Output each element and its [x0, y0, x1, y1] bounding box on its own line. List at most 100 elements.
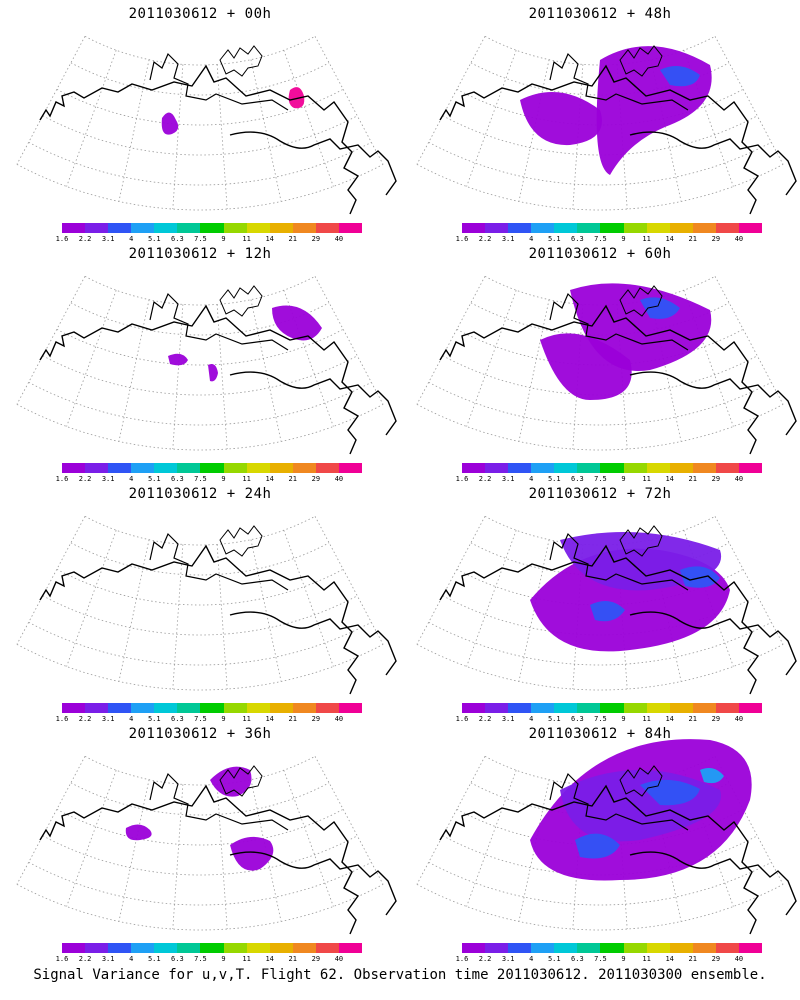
colorbar-swatch [738, 703, 763, 713]
colorbar-swatch [177, 943, 201, 953]
colorbar-tick-label: 14 [665, 475, 674, 483]
colorbar-swatch [85, 703, 109, 713]
colorbar-tick-label: 21 [688, 715, 697, 723]
colorbar-swatch [531, 703, 555, 713]
colorbar-swatch [108, 223, 132, 233]
colorbar-tick-label: 1.6 [455, 235, 469, 243]
colorbar-swatch [85, 223, 109, 233]
colorbar-swatch [692, 703, 717, 713]
colorbar-tick-label: 7.5 [194, 475, 207, 483]
colorbar-tick-label: 29 [711, 235, 721, 243]
colorbar-tick-label: 2.2 [78, 475, 92, 483]
colorbar-tick-label: 29 [711, 715, 721, 723]
colorbar-tick-label: 40 [734, 955, 744, 963]
colorbar-tick-label: 9 [221, 715, 226, 723]
colorbar-swatch [292, 463, 317, 473]
colorbar-tick-label: 14 [265, 475, 274, 483]
colorbar-swatch [738, 463, 763, 473]
map-panel: 2011030612 + 84h 1.6 2.2 3.1 4 5.1 6.3 7.5 9 11 14… [400, 720, 800, 963]
colorbar-tick-label: 6.3 [571, 715, 584, 723]
projection-map [416, 739, 797, 935]
colorbar-swatch [554, 943, 578, 953]
colorbar-tick-label: 2.2 [478, 955, 492, 963]
colorbar-tick-label: 11 [642, 475, 651, 483]
colorbar-swatch [85, 943, 109, 953]
projection-map [16, 515, 397, 695]
colorbar-swatch [223, 223, 248, 233]
colorbar-swatch [623, 463, 648, 473]
colorbar-tick-label: 4 [129, 475, 134, 483]
panel-title: 2011030612 + 12h [128, 246, 272, 262]
colorbar [462, 703, 763, 713]
colorbar-tick-label: 7.5 [594, 715, 607, 723]
colorbar-tick-label: 1.6 [55, 475, 69, 483]
map-panel: 2011030612 + 48h 1.6 2.2 3.1 4 5.1 6.3 7.5 9 11 14… [400, 0, 800, 243]
colorbar-tick-label: 6.3 [171, 715, 184, 723]
colorbar-swatch [646, 703, 671, 713]
colorbar-swatch [554, 703, 578, 713]
colorbar-tick-label: 5.1 [547, 715, 561, 723]
colorbar [62, 943, 363, 953]
map-panel: 2011030612 + 36h 1.6 2.2 3.1 4 5.1 6.3 7.5 9 11 14… [0, 720, 400, 963]
colorbar-swatch [85, 463, 109, 473]
colorbar-swatch [292, 223, 317, 233]
colorbar-swatch [577, 223, 601, 233]
colorbar-tick-label: 3.1 [501, 235, 515, 243]
colorbar-tick-label: 6.3 [171, 955, 184, 963]
colorbar-tick-label: 7.5 [194, 715, 207, 723]
colorbar-swatch [338, 943, 363, 953]
colorbar-tick-label: 1.6 [455, 715, 469, 723]
colorbar-swatch [738, 943, 763, 953]
projection-map [16, 275, 397, 455]
colorbar-tick-label: 21 [688, 235, 697, 243]
colorbar-swatch [600, 463, 625, 473]
colorbar-tick-label: 3.1 [501, 715, 515, 723]
colorbar-tick-label: 2.2 [478, 235, 492, 243]
colorbar-tick-label: 5.1 [547, 955, 561, 963]
colorbar-tick-label: 29 [311, 235, 321, 243]
figure-caption: Signal Variance for u,v,T. Flight 62. Ob… [33, 967, 767, 983]
colorbar-tick-label: 9 [621, 475, 626, 483]
colorbar-swatch [485, 943, 509, 953]
colorbar-swatch [154, 463, 178, 473]
colorbar-tick-label: 40 [734, 235, 744, 243]
map-panel: 2011030612 + 72h 1.6 2.2 3.1 4 5.1 6.3 7.5 9 11 14… [400, 480, 800, 723]
colorbar-tick-label: 4 [529, 715, 534, 723]
colorbar-swatch [508, 943, 532, 953]
colorbar-swatch [669, 703, 694, 713]
colorbar-swatch [338, 463, 363, 473]
colorbar-tick-label: 3.1 [101, 235, 115, 243]
colorbar-swatch [669, 463, 694, 473]
colorbar-tick-label: 1.6 [55, 715, 69, 723]
colorbar-tick-label: 21 [688, 955, 697, 963]
colorbar-swatch [692, 223, 717, 233]
colorbar-tick-label: 11 [642, 955, 651, 963]
colorbar-swatch [623, 943, 648, 953]
colorbar-tick-label: 21 [288, 955, 297, 963]
map-panel: 2011030612 + 60h 1.6 2.2 3.1 4 5.1 6.3 7.5 9 11 14… [400, 240, 800, 483]
colorbar-tick-label: 4 [129, 955, 134, 963]
colorbar-tick-label: 40 [734, 475, 744, 483]
colorbar-tick-label: 29 [311, 955, 321, 963]
colorbar-tick-label: 1.6 [55, 955, 69, 963]
colorbar-tick-label: 3.1 [501, 955, 515, 963]
colorbar-tick-label: 3.1 [501, 475, 515, 483]
colorbar-swatch [131, 703, 155, 713]
projection-map [416, 515, 797, 695]
colorbar-tick-label: 11 [242, 475, 251, 483]
colorbar-tick-label: 4 [129, 715, 134, 723]
colorbar-swatch [646, 223, 671, 233]
colorbar-swatch [577, 463, 601, 473]
panel-title: 2011030612 + 48h [528, 6, 672, 22]
colorbar-swatch [738, 223, 763, 233]
colorbar-swatch [715, 463, 740, 473]
projection-map [416, 275, 797, 455]
colorbar-tick-label: 40 [334, 235, 344, 243]
colorbar-tick-label: 1.6 [455, 475, 469, 483]
colorbar-swatch [577, 703, 601, 713]
colorbar-tick-label: 1.6 [55, 235, 69, 243]
colorbar-swatch [531, 463, 555, 473]
colorbar-swatch [62, 943, 86, 953]
colorbar-swatch [577, 943, 601, 953]
panel-title: 2011030612 + 72h [528, 486, 672, 502]
